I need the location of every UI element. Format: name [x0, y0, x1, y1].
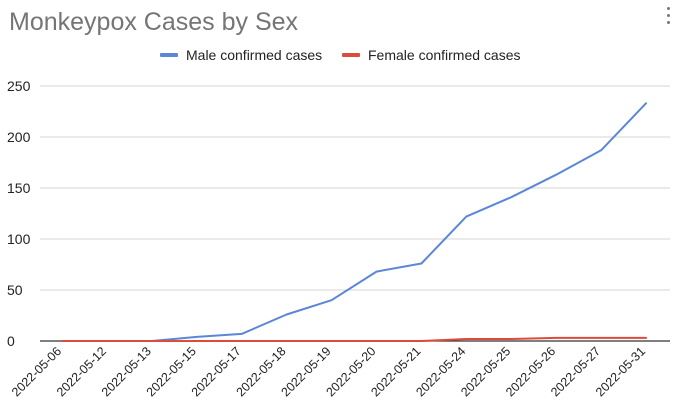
- legend-label[interactable]: Female confirmed cases: [368, 47, 521, 63]
- legend-swatch: [342, 53, 360, 57]
- series-line-male-confirmed-cases: [61, 102, 647, 342]
- legend: Male confirmed cases Female confirmed cas…: [160, 47, 521, 63]
- y-axis-ticks: 0 50 100 150 200 250: [7, 78, 31, 349]
- more-vert-icon[interactable]: [660, 2, 676, 28]
- y-tick-label: 0: [7, 333, 15, 349]
- chart-title: Monkeypox Cases by Sex: [9, 8, 299, 36]
- y-tick-label: 200: [7, 129, 31, 145]
- legend-swatch: [160, 53, 178, 57]
- legend-label[interactable]: Male confirmed cases: [186, 47, 322, 63]
- y-tick-label: 250: [7, 78, 31, 94]
- y-tick-label: 100: [7, 231, 31, 247]
- series-line-female-confirmed-cases: [61, 336, 647, 342]
- series-lines: [61, 102, 647, 342]
- y-tick-label: 150: [7, 180, 31, 196]
- x-axis-ticks: 2022-05-062022-05-122022-05-132022-05-15…: [9, 344, 648, 399]
- gridlines: [40, 85, 670, 342]
- y-tick-label: 50: [7, 282, 23, 298]
